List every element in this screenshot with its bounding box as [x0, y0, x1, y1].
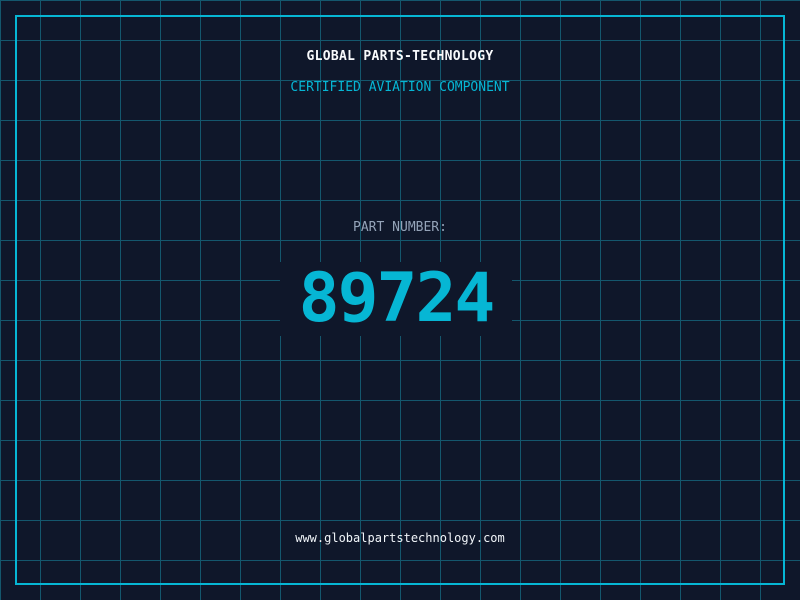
- card-border: [15, 15, 785, 585]
- website-url: www.globalpartstechnology.com: [295, 531, 505, 545]
- part-number-box: 89724: [280, 262, 512, 336]
- part-number-label: PART NUMBER:: [353, 220, 447, 235]
- certification-subtitle: CERTIFIED AVIATION COMPONENT: [290, 80, 510, 95]
- company-title: GLOBAL PARTS-TECHNOLOGY: [306, 49, 494, 64]
- part-number-value: 89724: [298, 259, 496, 338]
